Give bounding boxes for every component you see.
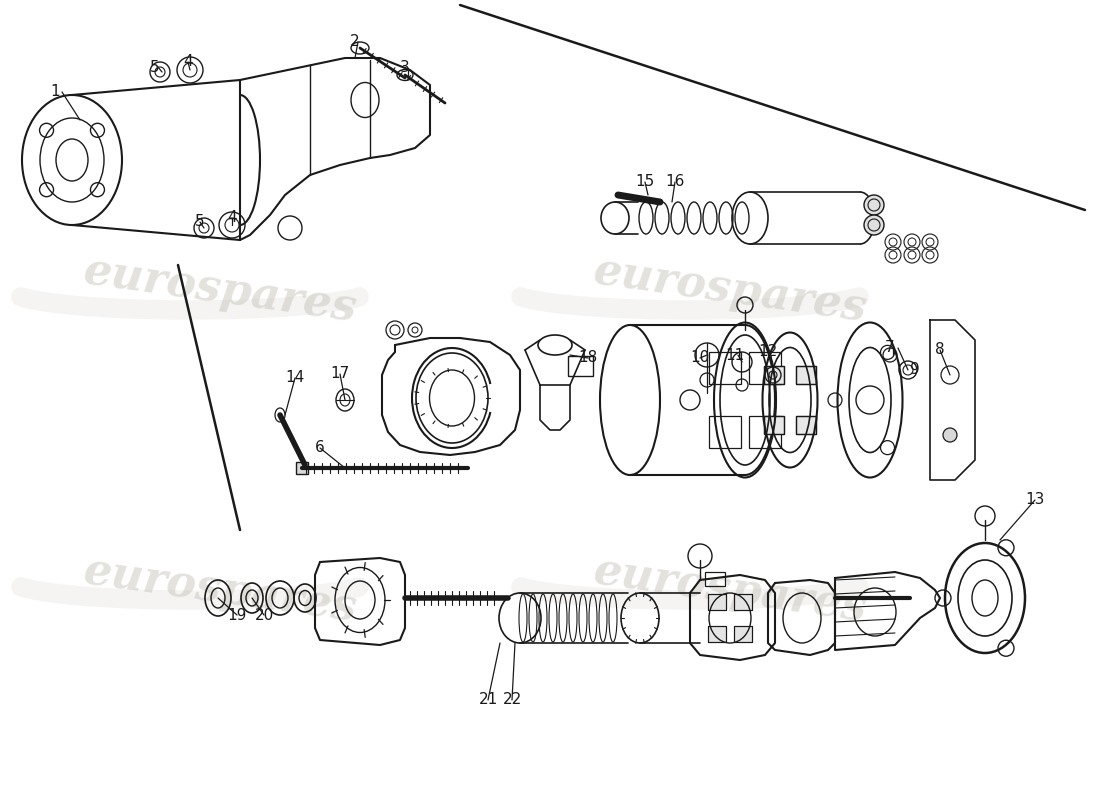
- Bar: [795, 416, 815, 434]
- Text: eurospares: eurospares: [80, 250, 360, 330]
- Bar: [710, 352, 741, 384]
- Circle shape: [864, 195, 884, 215]
- Bar: [708, 594, 726, 610]
- Bar: [708, 626, 726, 642]
- Text: 14: 14: [285, 370, 305, 386]
- Text: eurospares: eurospares: [591, 250, 869, 330]
- Text: 18: 18: [579, 350, 597, 366]
- Bar: [764, 416, 784, 434]
- Text: eurospares: eurospares: [591, 550, 869, 630]
- Bar: [708, 626, 726, 642]
- Text: 13: 13: [1025, 493, 1045, 507]
- Text: 3: 3: [400, 61, 410, 75]
- Text: 4: 4: [228, 210, 236, 226]
- Text: 11: 11: [725, 347, 745, 362]
- Circle shape: [943, 428, 957, 442]
- Bar: [734, 626, 751, 642]
- Text: 17: 17: [330, 366, 350, 382]
- Text: 10: 10: [691, 350, 710, 366]
- Text: 4: 4: [184, 54, 192, 70]
- Bar: [795, 366, 815, 384]
- Bar: [764, 366, 784, 384]
- Text: 22: 22: [503, 693, 521, 707]
- Bar: [568, 356, 593, 376]
- Text: 12: 12: [758, 345, 778, 359]
- Bar: [296, 462, 308, 474]
- Bar: [708, 594, 726, 610]
- Text: 9: 9: [910, 362, 920, 378]
- Text: 5: 5: [151, 59, 160, 74]
- Text: 2: 2: [350, 34, 360, 50]
- Text: 16: 16: [666, 174, 684, 190]
- Bar: [734, 594, 751, 610]
- Text: 19: 19: [228, 607, 246, 622]
- Text: eurospares: eurospares: [80, 550, 360, 630]
- Text: 8: 8: [935, 342, 945, 358]
- Text: 20: 20: [254, 607, 274, 622]
- Text: 21: 21: [478, 693, 497, 707]
- Bar: [749, 416, 781, 448]
- Bar: [795, 366, 815, 384]
- Bar: [749, 352, 781, 384]
- Bar: [764, 366, 784, 384]
- Text: 1: 1: [51, 85, 59, 99]
- Bar: [734, 626, 751, 642]
- Bar: [764, 416, 784, 434]
- Text: 7: 7: [886, 341, 894, 355]
- Circle shape: [864, 215, 884, 235]
- Text: 6: 6: [315, 441, 324, 455]
- Bar: [734, 594, 751, 610]
- Text: 15: 15: [636, 174, 654, 190]
- Bar: [795, 416, 815, 434]
- Text: 5: 5: [195, 214, 205, 230]
- Bar: [705, 572, 725, 586]
- Bar: [710, 416, 741, 448]
